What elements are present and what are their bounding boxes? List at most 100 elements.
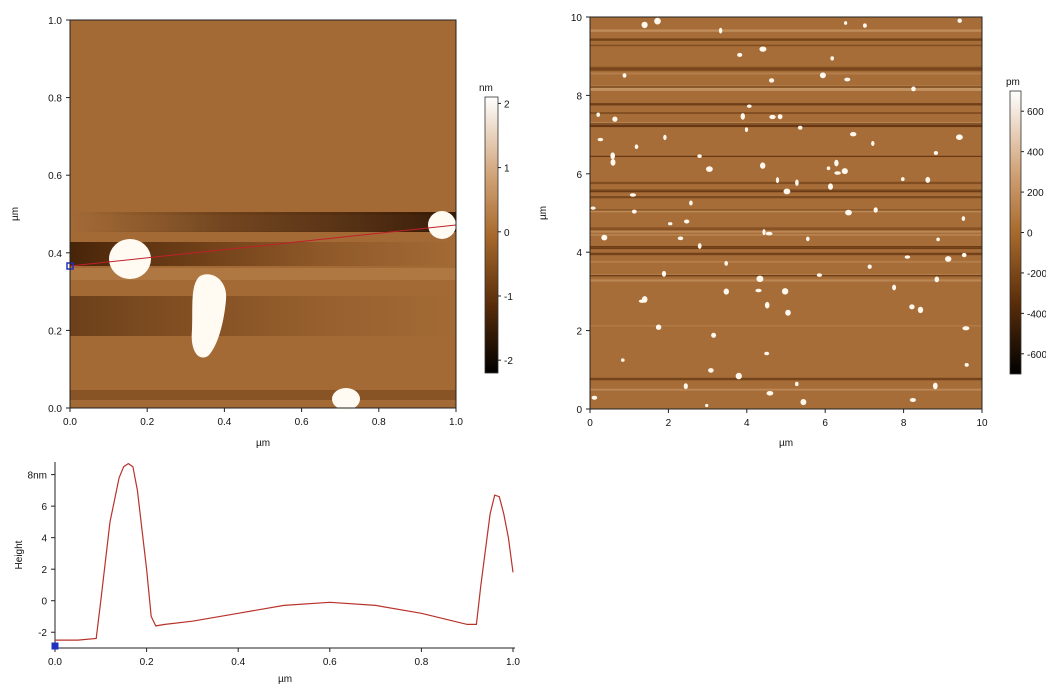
- series-line: [55, 462, 514, 641]
- colorbar-unit: nm: [479, 83, 493, 94]
- particle: [909, 398, 917, 402]
- particle: [925, 176, 931, 183]
- axes: 0 2 4 6 8 10 0 2 4 6 8 10: [571, 13, 988, 429]
- y-tick-label: 8nm: [28, 471, 47, 482]
- plot-frame: [589, 16, 983, 410]
- scan-line: [590, 388, 982, 391]
- scan-line: [590, 85, 982, 88]
- x-tick-label: 0: [587, 418, 593, 429]
- scan-line: [590, 124, 982, 128]
- particle: [956, 134, 963, 140]
- particle: [705, 403, 709, 408]
- particle: [697, 243, 702, 249]
- particle: [610, 152, 615, 160]
- x-tick-label: 8: [901, 418, 907, 429]
- x-axis-label: µm: [278, 674, 292, 684]
- particle: [612, 116, 618, 122]
- x-tick-label: 6: [822, 418, 828, 429]
- particle: [756, 275, 764, 282]
- particle: [590, 206, 596, 210]
- particle: [806, 236, 810, 242]
- x-tick-label: 0.0: [63, 417, 77, 428]
- y-tick-label: 0.0: [48, 404, 62, 415]
- image-background: [590, 17, 982, 409]
- colorbar-tick-label: 2: [504, 99, 510, 110]
- particle: [597, 137, 604, 142]
- particle: [961, 252, 967, 258]
- particle: [641, 296, 648, 303]
- x-tick-label: 2: [666, 418, 672, 429]
- scan-line: [590, 103, 982, 106]
- x-tick-label: 10: [976, 418, 988, 429]
- particle: [711, 332, 717, 338]
- particle: [601, 234, 608, 241]
- particle: [744, 127, 749, 132]
- particle: [850, 132, 857, 137]
- scan-line: [590, 227, 982, 230]
- colorbar: [484, 96, 499, 374]
- axes: 0.0 0.2 0.4 0.6 0.8 1.0 0.0 0.2 0.4 0.6 0.8 1.0: [48, 16, 463, 428]
- scan-line: [590, 209, 982, 211]
- particle: [834, 171, 841, 175]
- particle: [428, 211, 456, 239]
- colorbar-tick-label: -200: [1027, 269, 1046, 280]
- streak-band: [70, 390, 456, 400]
- particle: [873, 207, 878, 213]
- particle: [634, 144, 639, 149]
- particle: [777, 114, 783, 120]
- particle: [841, 168, 848, 175]
- particle: [871, 141, 875, 146]
- panel-height-profile: 0.0 0.2 0.4 0.6 0.8 1.0 8nm 6 4 2 0 -2 µm Height: [14, 462, 520, 684]
- axes: 0.0 0.2 0.4 0.6 0.8 1.0 8nm 6 4 2 0 -2: [28, 471, 521, 668]
- particle: [826, 166, 831, 171]
- scan-line: [590, 68, 982, 72]
- profile-cursor-marker[interactable]: [51, 642, 59, 650]
- scan-line: [590, 377, 982, 381]
- particle: [683, 383, 688, 390]
- particle: [904, 255, 911, 259]
- x-tick-label: 0.0: [48, 657, 62, 668]
- particle: [964, 363, 969, 367]
- particle: [109, 239, 151, 279]
- particle: [785, 309, 791, 316]
- particle: [867, 264, 872, 269]
- panel-large-scan: 0 2 4 6 8 10 0 2 4 6 8 10 µm µm pm 600 400 200 0 -200 -4…: [538, 13, 1046, 449]
- particle: [760, 162, 766, 169]
- particle: [621, 358, 625, 362]
- y-tick-label: 0.4: [48, 249, 62, 260]
- particle: [819, 72, 826, 79]
- x-tick-label: 0.8: [414, 657, 428, 668]
- particle: [718, 27, 723, 34]
- particle: [892, 284, 897, 291]
- y-tick-label: 10: [571, 13, 583, 24]
- particle: [764, 301, 770, 309]
- y-tick-label: 4: [576, 248, 582, 259]
- colorbar-tick-label: 0: [1027, 229, 1033, 240]
- x-tick-label: 0.2: [140, 417, 154, 428]
- x-tick-label: 0.4: [231, 657, 245, 668]
- particle: [663, 134, 667, 141]
- colorbar-tick-label: -400: [1027, 309, 1046, 320]
- particle: [641, 21, 648, 29]
- scan-line: [590, 44, 982, 47]
- particle: [769, 78, 775, 83]
- particle: [901, 177, 905, 182]
- y-axis-label: µm: [538, 206, 549, 220]
- streak-band: [70, 296, 456, 336]
- particle: [631, 209, 637, 214]
- particle: [909, 304, 915, 310]
- particle: [655, 324, 662, 330]
- particle: [766, 391, 774, 396]
- colorbar-unit: pm: [1006, 77, 1020, 88]
- profile-line: [69, 224, 457, 267]
- scan-line: [590, 181, 982, 185]
- scan-line: [590, 85, 982, 87]
- x-axis-label: µm: [779, 438, 793, 449]
- x-tick-label: 0.6: [295, 417, 309, 428]
- particle: [765, 231, 773, 236]
- particle: [697, 154, 702, 159]
- particle: [769, 114, 776, 120]
- scan-line: [590, 231, 982, 233]
- particle: [724, 261, 728, 266]
